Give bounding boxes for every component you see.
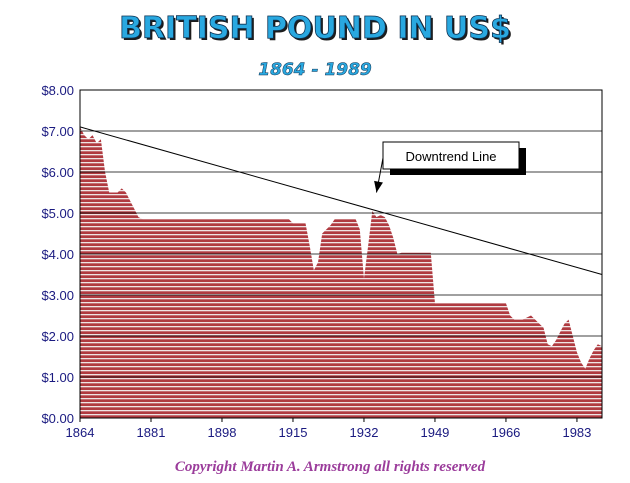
x-tick-label: 1983 [562,425,591,440]
x-tick-label: 1881 [137,425,166,440]
y-tick-label: $8.00 [41,83,74,98]
chart-title: BRITISH POUND IN US$ [119,11,511,46]
x-tick-label: 1932 [350,425,379,440]
y-tick-label: $2.00 [41,329,74,344]
y-tick-label: $6.00 [41,165,74,180]
y-tick-label: $1.00 [41,370,74,385]
x-tick-label: 1864 [66,425,95,440]
annotation-arrow-head [374,180,383,193]
annotation-box [382,141,520,170]
copyright-footer: Copyright Martin A. Armstrong all rights… [175,459,486,475]
x-tick-label: 1898 [208,425,237,440]
gridlines [80,130,602,378]
y-tick-label: $0.00 [41,411,74,426]
x-tick-label: 1949 [420,425,449,440]
plot-border [79,89,603,419]
y-tick-label: $4.00 [41,247,74,262]
downtrend-line [79,126,603,275]
x-tick-label: 1915 [279,425,308,440]
y-tick-label: $7.00 [41,124,74,139]
pound-price-area [80,126,602,419]
downtrend-annotation: Downtrend Line [374,141,526,193]
annotation-label: Downtrend Line [405,149,496,164]
y-tick-label: $5.00 [41,206,74,221]
x-tick-label: 1966 [491,425,520,440]
chart-title-shadow: BRITISH POUND IN US$ [121,13,513,48]
y-tick-label: $3.00 [41,288,74,303]
y-axis-ticks: $0.00 $1.00 $2.00 $3.00 $4.00 $5.00 $6.00 $7.00… [41,83,74,426]
chart-subtitle: 1864 - 1989 [258,60,372,80]
x-axis-ticks: 1864 1881 1898 1915 1932 1949 1966 1983 [66,418,591,440]
